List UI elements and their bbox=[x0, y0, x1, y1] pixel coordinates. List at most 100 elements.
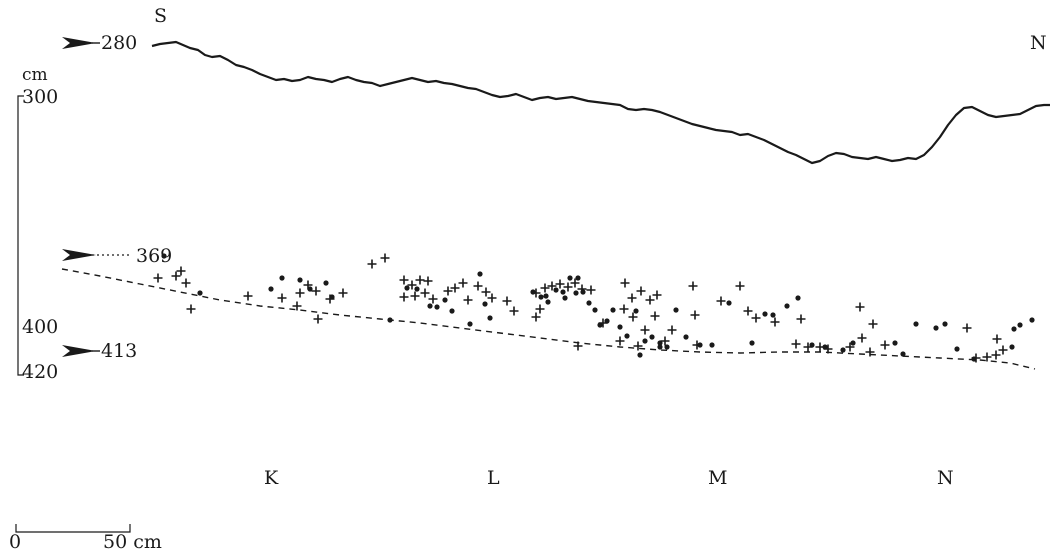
plus-find-mark bbox=[428, 294, 438, 304]
level-arrow-icon bbox=[62, 345, 96, 357]
dot-find-mark bbox=[530, 289, 536, 295]
surface-profile-line bbox=[151, 40, 1050, 165]
plus-find-mark bbox=[502, 296, 512, 306]
dot-find-mark bbox=[933, 325, 939, 331]
plus-find-mark bbox=[855, 302, 865, 312]
plus-find-mark bbox=[636, 286, 646, 296]
dot-find-mark bbox=[971, 356, 977, 362]
scale-bar: 0 50 cm bbox=[9, 524, 162, 553]
dot-find-mark bbox=[637, 352, 643, 358]
dot-find-mark bbox=[809, 342, 815, 348]
dot-find-mark bbox=[268, 286, 274, 292]
plus-find-mark bbox=[458, 278, 468, 288]
plus-find-mark bbox=[338, 288, 348, 298]
square-label-l: L bbox=[487, 467, 500, 489]
dot-find-mark bbox=[892, 340, 898, 346]
scale-bar-start-label: 0 bbox=[9, 531, 21, 549]
plus-find-mark bbox=[311, 286, 321, 296]
plus-find-mark bbox=[295, 288, 305, 298]
dot-find-mark bbox=[770, 312, 776, 318]
dot-find-mark bbox=[954, 346, 960, 352]
plus-find-mark bbox=[423, 276, 433, 286]
dot-find-mark bbox=[709, 342, 715, 348]
dot-find-mark bbox=[553, 287, 559, 293]
dot-find-mark bbox=[822, 344, 828, 350]
dot-find-mark bbox=[784, 303, 790, 309]
dot-find-mark bbox=[610, 307, 616, 313]
orientation-north-label: N bbox=[1030, 32, 1047, 54]
orientation-south-label: S bbox=[154, 5, 167, 27]
scale-bar-line bbox=[15, 524, 131, 533]
dot-find-mark bbox=[850, 340, 856, 346]
dot-find-mark bbox=[567, 275, 573, 281]
plus-find-mark bbox=[443, 286, 453, 296]
plus-find-mark bbox=[716, 296, 726, 306]
plus-find-mark bbox=[650, 311, 660, 321]
plus-find-mark bbox=[962, 323, 972, 333]
finds-scatter bbox=[153, 253, 1035, 363]
dot-find-mark bbox=[543, 293, 549, 299]
dot-find-mark bbox=[592, 307, 598, 313]
plus-find-mark bbox=[627, 293, 637, 303]
plus-find-mark bbox=[540, 283, 550, 293]
plus-find-mark bbox=[645, 295, 655, 305]
dot-find-mark bbox=[597, 322, 603, 328]
square-label-k: K bbox=[264, 467, 279, 489]
plus-find-mark bbox=[535, 304, 545, 314]
plus-find-mark bbox=[743, 306, 753, 316]
dot-find-mark bbox=[683, 334, 689, 340]
plus-find-mark bbox=[509, 306, 519, 316]
plus-find-mark bbox=[791, 339, 801, 349]
level-arrow-icon bbox=[62, 249, 96, 261]
dot-find-mark bbox=[642, 338, 648, 344]
dot-find-mark bbox=[762, 311, 768, 317]
dot-find-mark bbox=[323, 280, 329, 286]
depth-scale-top-label: 300 bbox=[22, 86, 58, 108]
dot-find-mark bbox=[795, 295, 801, 301]
dot-find-mark bbox=[633, 308, 639, 314]
dot-find-mark bbox=[900, 351, 906, 357]
plus-find-mark bbox=[415, 275, 425, 285]
depth-scale: cm 300 400 420 bbox=[17, 65, 58, 383]
dot-find-mark bbox=[624, 333, 630, 339]
dot-find-mark bbox=[329, 294, 335, 300]
dot-find-mark bbox=[1009, 344, 1015, 350]
dot-find-mark bbox=[697, 342, 703, 348]
dot-find-mark bbox=[449, 308, 455, 314]
plus-find-mark bbox=[186, 304, 196, 314]
dot-find-mark bbox=[673, 307, 679, 313]
level-marker-413: 413 bbox=[62, 340, 137, 362]
plus-find-mark bbox=[367, 259, 377, 269]
dot-find-mark bbox=[942, 321, 948, 327]
dot-find-mark bbox=[1017, 322, 1023, 328]
plus-find-mark bbox=[420, 288, 430, 298]
plus-find-mark bbox=[992, 334, 1002, 344]
dot-find-mark bbox=[1029, 317, 1035, 323]
plus-find-mark bbox=[770, 317, 780, 327]
plus-find-mark bbox=[880, 340, 890, 350]
dot-find-mark bbox=[279, 275, 285, 281]
plus-find-mark bbox=[633, 341, 643, 351]
dot-find-mark bbox=[161, 253, 167, 259]
level-label-413: 413 bbox=[101, 340, 137, 362]
dot-find-mark bbox=[575, 275, 581, 281]
plus-find-mark bbox=[570, 278, 580, 288]
dot-find-mark bbox=[427, 303, 433, 309]
dot-find-mark bbox=[442, 297, 448, 303]
level-marker-369: 369 bbox=[62, 245, 172, 267]
plus-find-mark bbox=[690, 310, 700, 320]
plus-find-mark bbox=[450, 283, 460, 293]
plus-find-mark bbox=[615, 336, 625, 346]
dot-find-mark bbox=[387, 317, 393, 323]
dot-find-mark bbox=[477, 271, 483, 277]
level-marker-280: 280 bbox=[62, 32, 137, 54]
dot-find-mark bbox=[586, 300, 592, 306]
plus-find-mark bbox=[487, 293, 497, 303]
plus-find-mark bbox=[380, 253, 390, 263]
dot-find-mark bbox=[726, 300, 732, 306]
plus-find-mark bbox=[652, 290, 662, 300]
dot-find-mark bbox=[487, 315, 493, 321]
depth-scale-bracket bbox=[17, 95, 24, 376]
plus-find-mark bbox=[399, 275, 409, 285]
